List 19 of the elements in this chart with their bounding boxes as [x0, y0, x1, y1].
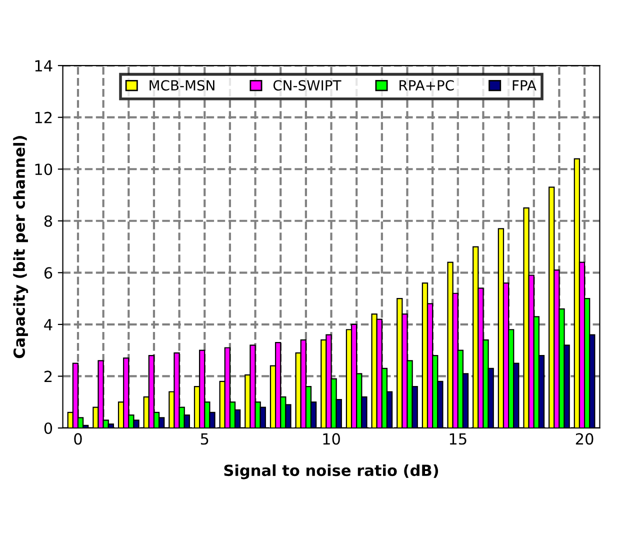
- x-tick-label: 0: [74, 433, 82, 445]
- legend-label: CN-SWIPT: [273, 80, 342, 91]
- y-tick-label: 14: [35, 60, 52, 72]
- y-axis-title: Capacity (bit per channel): [13, 136, 28, 358]
- y-tick-label: 8: [44, 215, 52, 227]
- legend-label: RPA+PC: [400, 80, 454, 91]
- x-tick-label: 5: [200, 433, 208, 445]
- y-tick-label: 12: [35, 112, 52, 124]
- y-tick-label: 2: [44, 370, 52, 382]
- legend-label: FPA: [512, 80, 536, 90]
- y-tick-label: 4: [44, 319, 52, 330]
- x-tick-label: 20: [576, 433, 594, 445]
- x-axis-title: Signal to noise ratio (dB): [224, 464, 438, 480]
- y-tick-label: 0: [44, 422, 52, 434]
- y-tick-label: 10: [35, 164, 52, 176]
- x-tick-label: 10: [323, 433, 340, 445]
- y-tick-label: 6: [44, 267, 52, 279]
- legend-label: MCB-MSN: [150, 80, 214, 91]
- x-tick-label: 15: [450, 433, 466, 445]
